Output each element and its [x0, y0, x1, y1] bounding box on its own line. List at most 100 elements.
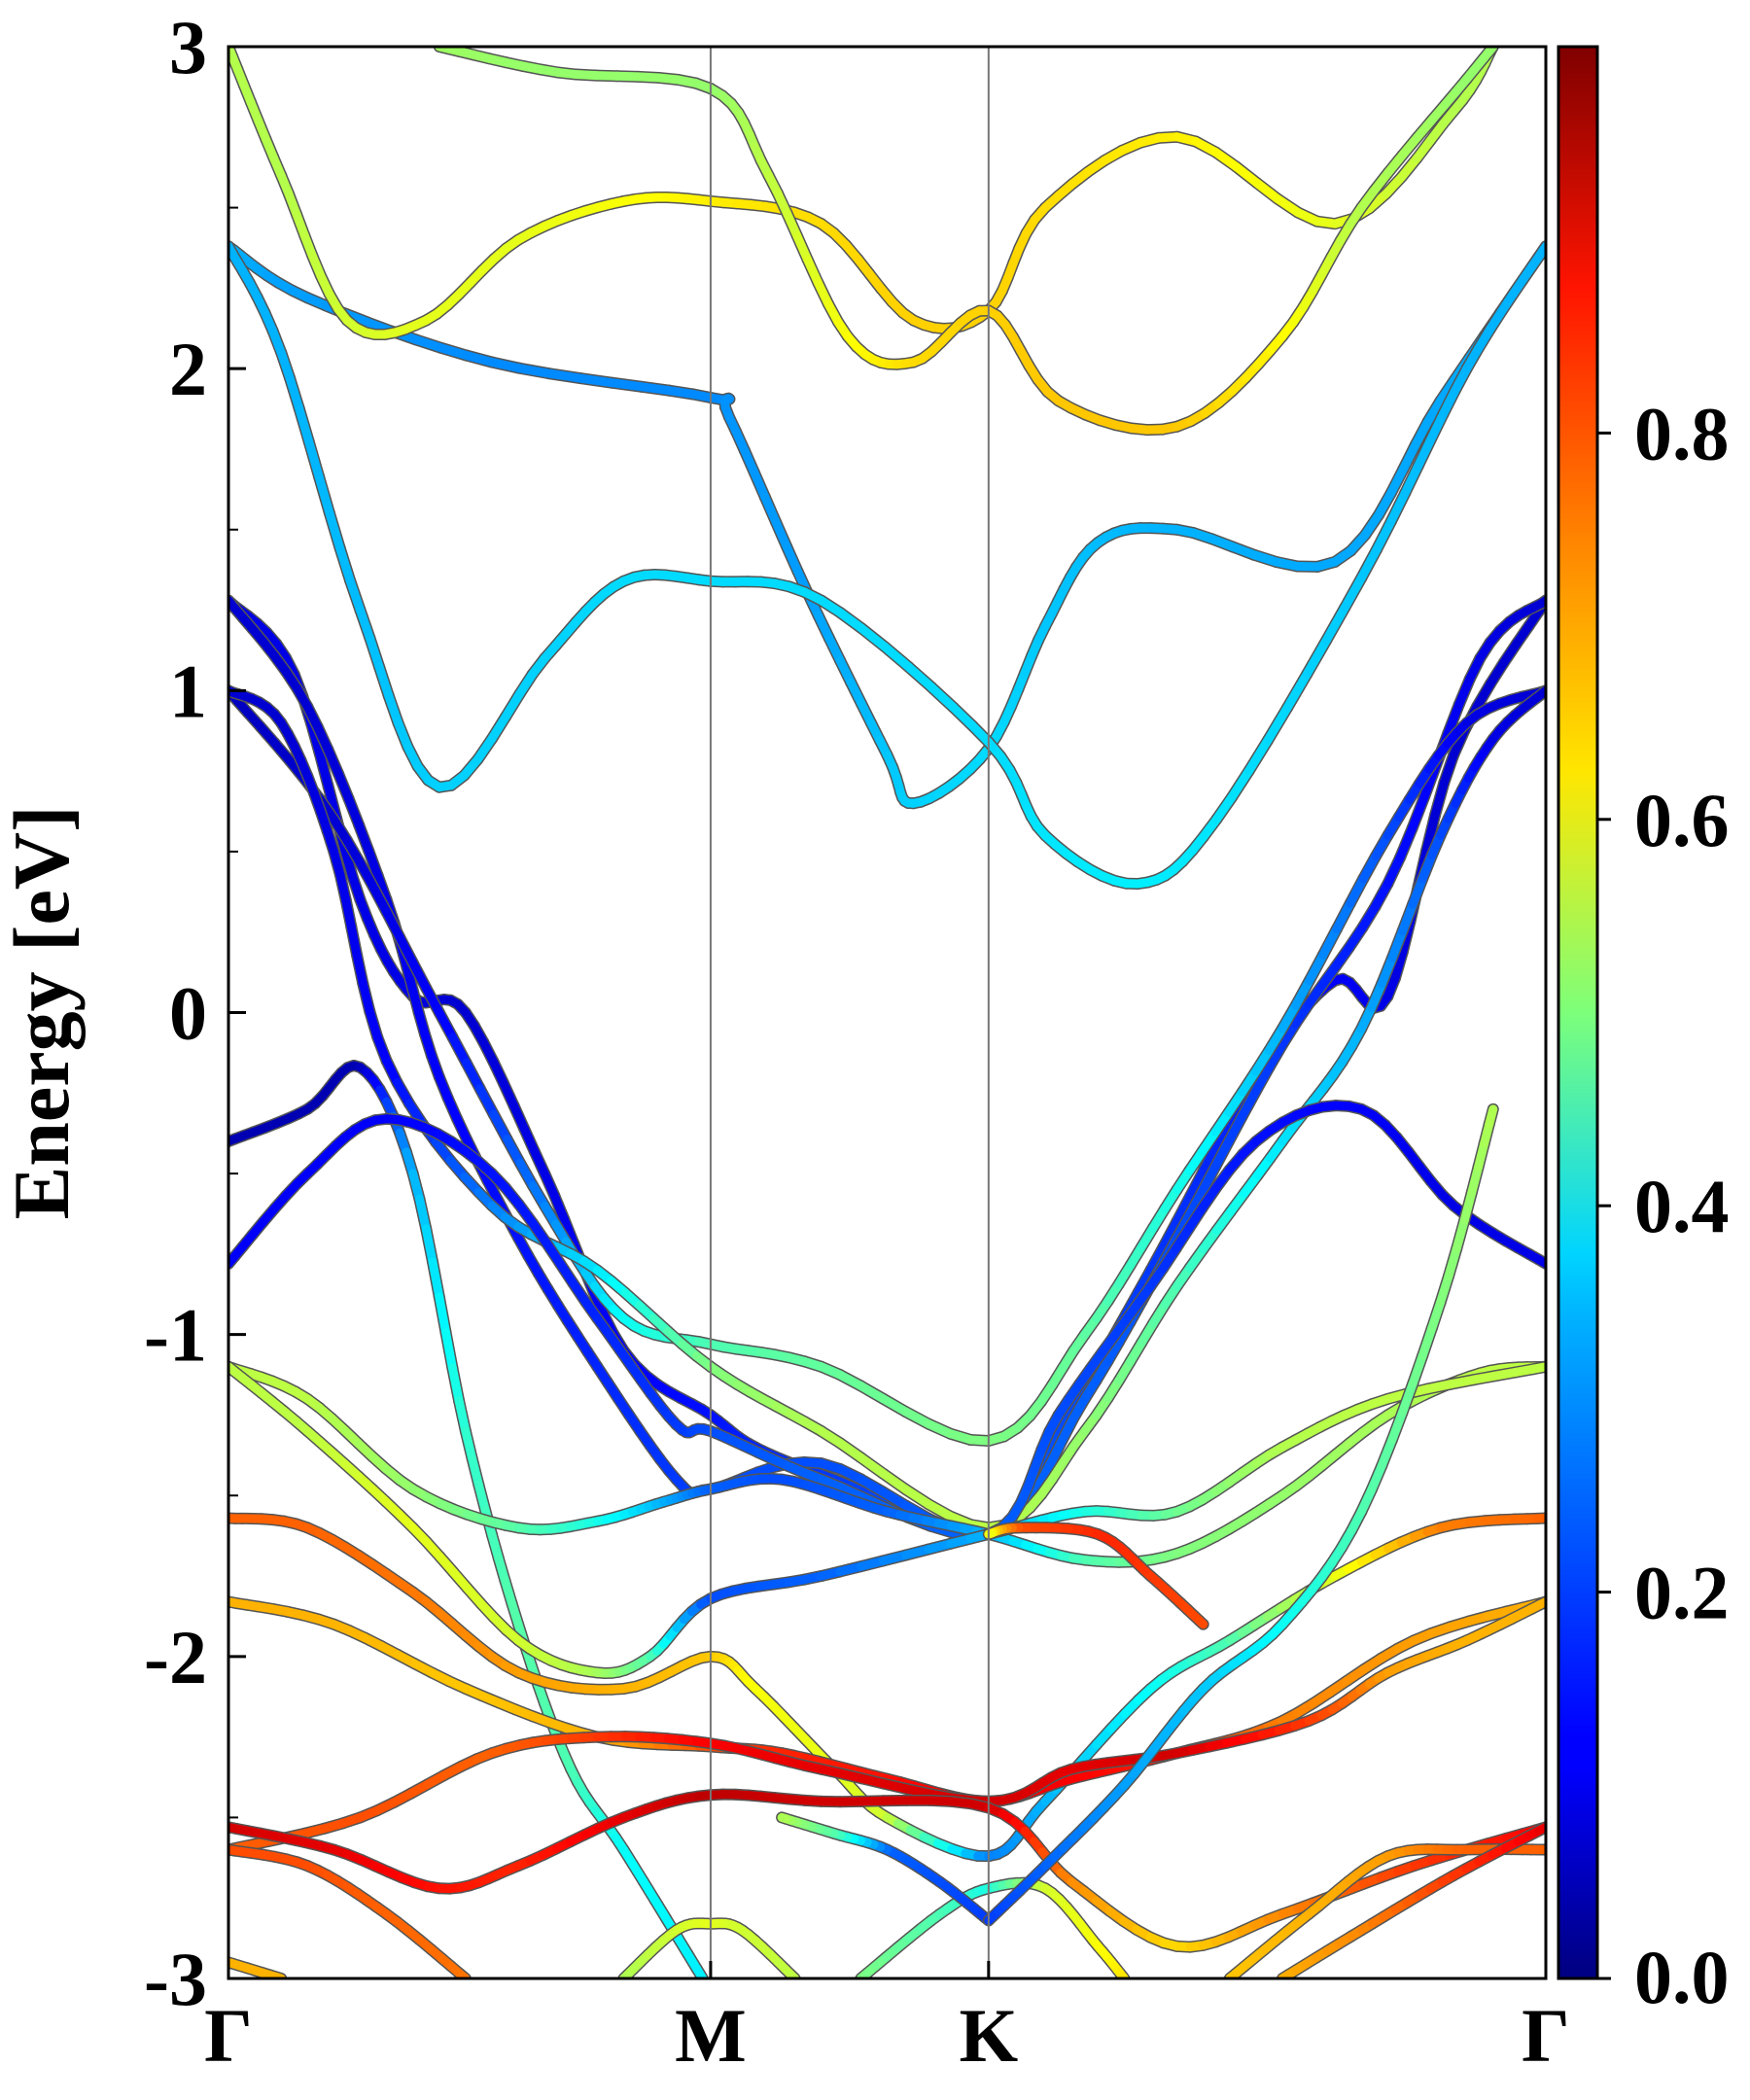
band-segment [878, 1394, 911, 1417]
band-segment [341, 894, 356, 931]
band-segment [364, 846, 383, 881]
band-segment [1251, 1063, 1274, 1097]
band-segment [1430, 778, 1449, 821]
band-segment [1200, 1138, 1223, 1174]
band-segment [421, 1224, 438, 1267]
band-segment [1172, 1191, 1195, 1227]
band-1 [228, 240, 1546, 810]
band-segment [1444, 1243, 1461, 1281]
band-segment [1452, 1215, 1469, 1253]
band-segment [514, 364, 554, 378]
band-segment [1377, 953, 1397, 989]
band-21 [776, 1811, 995, 1927]
band-segment [771, 517, 791, 552]
band-segment [1238, 1087, 1261, 1121]
band-segment [1224, 1111, 1247, 1146]
band-segment [1398, 1379, 1418, 1417]
band-segment [835, 608, 866, 633]
band-segment [441, 1328, 457, 1373]
band-segment [487, 712, 510, 744]
x-tick-label: Γ [204, 1993, 253, 2078]
band-segment [691, 1963, 708, 1978]
band-segment [1414, 435, 1436, 471]
band-segment [1159, 1217, 1181, 1252]
band-segment [1387, 927, 1408, 962]
band-24 [1277, 1821, 1546, 1978]
band-segment [1146, 1242, 1169, 1275]
y-tick-label: -2 [144, 1615, 207, 1699]
band-segment [1426, 409, 1448, 444]
y-tick-label: 1 [169, 648, 207, 733]
band-segment [1346, 874, 1368, 908]
band-segment [1390, 947, 1408, 983]
band-segment [1467, 1162, 1484, 1198]
band-segment [1227, 766, 1254, 802]
band-10 [228, 1100, 1546, 1542]
colorbar-tick-label: 0.6 [1634, 778, 1730, 862]
band-segment [1263, 703, 1292, 746]
band-segment [1398, 440, 1420, 474]
band-segment [1408, 1351, 1427, 1388]
band-segment [1398, 899, 1418, 936]
band-segment [323, 745, 343, 779]
band-segment [325, 508, 345, 552]
band-22 [982, 1102, 1499, 1927]
band-segment [352, 951, 368, 989]
band-segment [354, 820, 373, 856]
band-25 [982, 1522, 1209, 1630]
band-3 [228, 47, 1499, 341]
band-segment [1438, 386, 1460, 419]
band-segment [1185, 1186, 1208, 1220]
band-segment [1321, 603, 1349, 645]
band-segment [1185, 1165, 1209, 1201]
band-segment [1436, 1272, 1453, 1308]
band-segment [365, 1006, 382, 1042]
band-segment [428, 1257, 444, 1302]
band-segment [878, 1469, 911, 1494]
band-segment [447, 1363, 464, 1406]
band-segment [1372, 516, 1396, 554]
colorbar-tick-label: 0.2 [1634, 1551, 1730, 1635]
band-segment [435, 1292, 451, 1338]
band-segment [358, 979, 374, 1016]
band-segment [576, 373, 616, 388]
band-segment [315, 749, 332, 790]
x-tick-label: Γ [1522, 1993, 1570, 2078]
band-segment [1198, 1162, 1220, 1196]
band-2 [228, 240, 1546, 891]
band-segment [365, 633, 384, 672]
band-segment [437, 343, 472, 361]
band-segment [1443, 700, 1464, 738]
band-segment [333, 769, 354, 804]
plot-frame [227, 45, 1548, 1980]
y-tick-label: -3 [144, 1937, 207, 2021]
colorbar-ticks: 0.0 0.2 0.4 0.6 0.8 [1597, 391, 1730, 2019]
band-segment [462, 1058, 485, 1094]
y-axis-title: Energy [eV] [0, 806, 86, 1220]
band-7 [228, 684, 1546, 1447]
band-segment [411, 334, 446, 353]
kpoint-separators [709, 47, 990, 1978]
band-segment [1356, 544, 1382, 582]
band-segment [1210, 1137, 1234, 1172]
band-segment [314, 472, 334, 517]
band-segment [948, 702, 977, 731]
band-segment [1528, 1362, 1546, 1374]
band-lines [228, 47, 1546, 1978]
x-tick-label: K [959, 1993, 1018, 2078]
y-tick-label: 2 [169, 327, 207, 411]
band-4 [433, 47, 1499, 437]
band-segment [454, 1396, 471, 1436]
band-segment [760, 492, 781, 527]
band-segment [1340, 573, 1366, 612]
band-segment [878, 1487, 911, 1511]
band-segment [1211, 792, 1237, 824]
band-segment [408, 958, 431, 993]
band-segment [1278, 1000, 1301, 1033]
band-segment [782, 542, 803, 577]
band-9 [228, 1059, 709, 1978]
band-segment [637, 382, 674, 396]
band-segment [857, 623, 890, 651]
